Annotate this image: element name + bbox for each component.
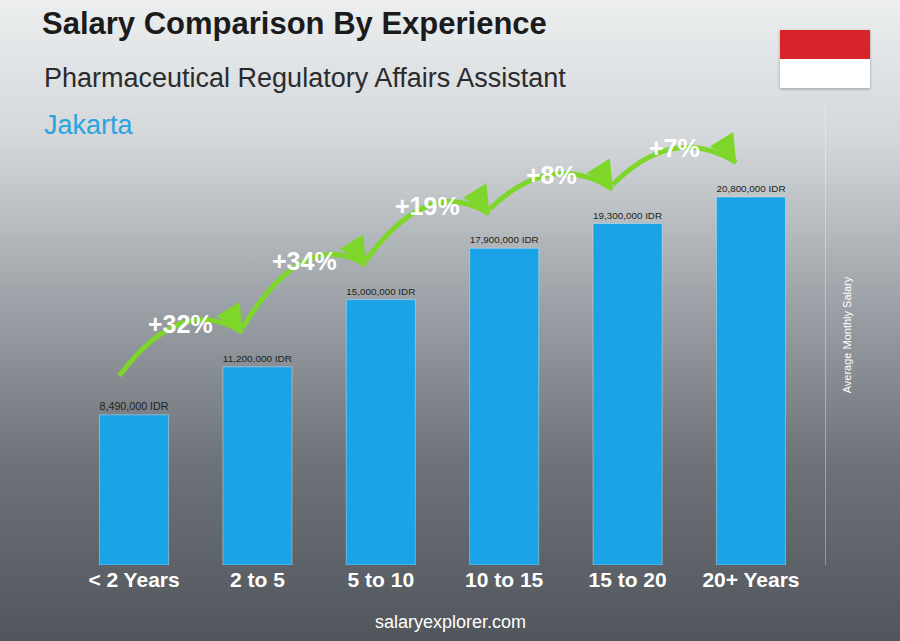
svg-text:Jakarta: Jakarta <box>44 110 134 140</box>
svg-text:15,000,000 IDR: 15,000,000 IDR <box>346 286 415 297</box>
svg-text:+7%: +7% <box>649 134 700 162</box>
svg-text:5 to 10: 5 to 10 <box>348 568 415 591</box>
svg-text:+32%: +32% <box>148 310 213 338</box>
svg-text:Average Monthly Salary: Average Monthly Salary <box>841 276 853 393</box>
svg-text:+8%: +8% <box>526 161 577 189</box>
svg-text:11,200,000 IDR: 11,200,000 IDR <box>223 353 292 364</box>
svg-text:19,300,000 IDR: 19,300,000 IDR <box>593 210 662 221</box>
svg-text:10 to 15: 10 to 15 <box>465 568 544 591</box>
svg-text:8,490,000 IDR: 8,490,000 IDR <box>100 400 169 412</box>
svg-text:+19%: +19% <box>395 192 460 220</box>
svg-text:15 to 20: 15 to 20 <box>588 568 666 591</box>
svg-text:Salary Comparison By Experienc: Salary Comparison By Experience <box>42 6 547 41</box>
svg-text:17,900,000 IDR: 17,900,000 IDR <box>470 234 539 245</box>
svg-text:20+ Years: 20+ Years <box>702 568 799 591</box>
svg-text:salaryexplorer.com: salaryexplorer.com <box>375 612 526 632</box>
svg-text:Pharmaceutical Regulatory Affa: Pharmaceutical Regulatory Affairs Assist… <box>44 63 566 93</box>
svg-text:+34%: +34% <box>272 247 337 275</box>
svg-text:2 to 5: 2 to 5 <box>230 568 285 591</box>
svg-text:20,800,000 IDR: 20,800,000 IDR <box>716 183 785 194</box>
svg-text:< 2 Years: < 2 Years <box>88 568 179 591</box>
